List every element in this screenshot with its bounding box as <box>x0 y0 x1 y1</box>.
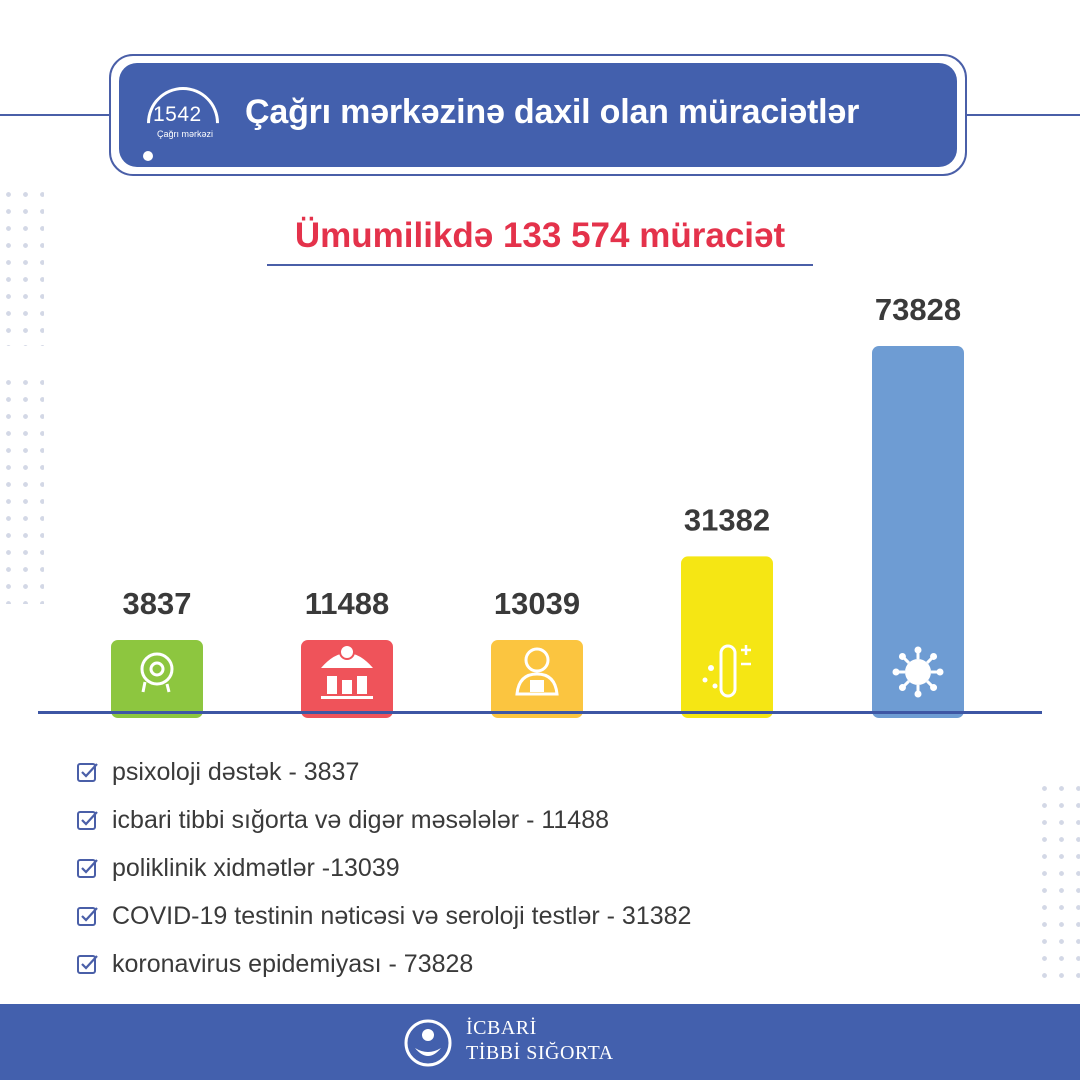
chart-bar <box>872 346 964 718</box>
bar-chart: 3837 11488 13039 31382 73828 <box>111 292 964 718</box>
doctor-icon <box>515 647 559 696</box>
legend-label: poliklinik xidmətlər -13039 <box>112 853 400 882</box>
total-underline <box>267 264 813 266</box>
umbrella-family-icon <box>321 644 373 699</box>
total-prefix: Ümumilikdə <box>294 216 494 255</box>
checkbox-icon <box>77 763 98 782</box>
insurance-logo-icon <box>404 1019 452 1067</box>
chart-bar <box>681 556 773 718</box>
test-tube-icon <box>702 644 751 698</box>
bar-value-label: 31382 <box>684 502 770 537</box>
total-summary: Ümumilikdə 133 574 müraciət <box>0 216 1080 256</box>
bar-value-label: 13039 <box>494 586 580 621</box>
logo-number: 1542 <box>153 103 202 126</box>
checkbox-icon <box>77 859 98 878</box>
footer-brand: İCBARİ TİBBİ SIĞORTA <box>466 1016 614 1066</box>
bar-value-label: 73828 <box>875 292 961 327</box>
header-line-right <box>967 114 1080 116</box>
checkbox-icon <box>77 907 98 926</box>
chart-baseline <box>38 711 1042 714</box>
total-suffix: müraciət <box>639 216 786 255</box>
legend-label: COVID-19 testinin nəticəsi və seroloji t… <box>112 901 692 930</box>
call-center-logo: 1542 Çağrı mərkəzi <box>132 72 234 174</box>
legend-label: psixoloji dəstək - 3837 <box>112 757 360 786</box>
chart-bar <box>111 640 203 718</box>
header-banner: 1542 Çağrı mərkəzi Çağrı mərkəzinə daxil… <box>109 54 967 176</box>
legend-item: koronavirus epidemiyası - 73828 <box>76 940 1036 988</box>
logo-subtitle: Çağrı mərkəzi <box>157 129 214 139</box>
dot-pattern-left-middle <box>0 374 44 604</box>
legend-item: icbari tibbi sığorta və digər məsələlər … <box>76 796 1036 844</box>
footer-brand-line2: TİBBİ SIĞORTA <box>466 1042 614 1064</box>
head-gear-icon <box>140 652 174 693</box>
bar-value-label: 11488 <box>305 586 390 621</box>
footer-brand-line1: İCBARİ <box>466 1017 537 1039</box>
legend-list: psixoloji dəstək - 3837 icbari tibbi sığ… <box>76 748 1036 988</box>
page-title: Çağrı mərkəzinə daxil olan müraciətlər <box>245 93 860 131</box>
legend-item: psixoloji dəstək - 3837 <box>76 748 1036 796</box>
checkbox-icon <box>77 811 98 830</box>
legend-item: COVID-19 testinin nəticəsi və seroloji t… <box>76 892 1036 940</box>
legend-label: koronavirus epidemiyası - 73828 <box>112 949 474 978</box>
dot-pattern-left <box>0 186 44 346</box>
legend-label: icbari tibbi sığorta və digər məsələlər … <box>112 805 610 834</box>
header-line-left <box>0 114 109 116</box>
bar-value-label: 3837 <box>123 586 192 621</box>
footer-bar: İCBARİ TİBBİ SIĞORTA <box>0 1004 1080 1080</box>
virus-icon <box>892 646 944 698</box>
checkbox-icon <box>77 955 98 974</box>
header-banner-inner: 1542 Çağrı mərkəzi Çağrı mərkəzinə daxil… <box>119 63 957 174</box>
legend-item: poliklinik xidmətlər -13039 <box>76 844 1036 892</box>
chart-bar <box>491 640 583 718</box>
microphone-icon <box>143 151 153 161</box>
total-value: 133 574 <box>502 216 630 255</box>
dot-pattern-right <box>1036 780 1080 980</box>
